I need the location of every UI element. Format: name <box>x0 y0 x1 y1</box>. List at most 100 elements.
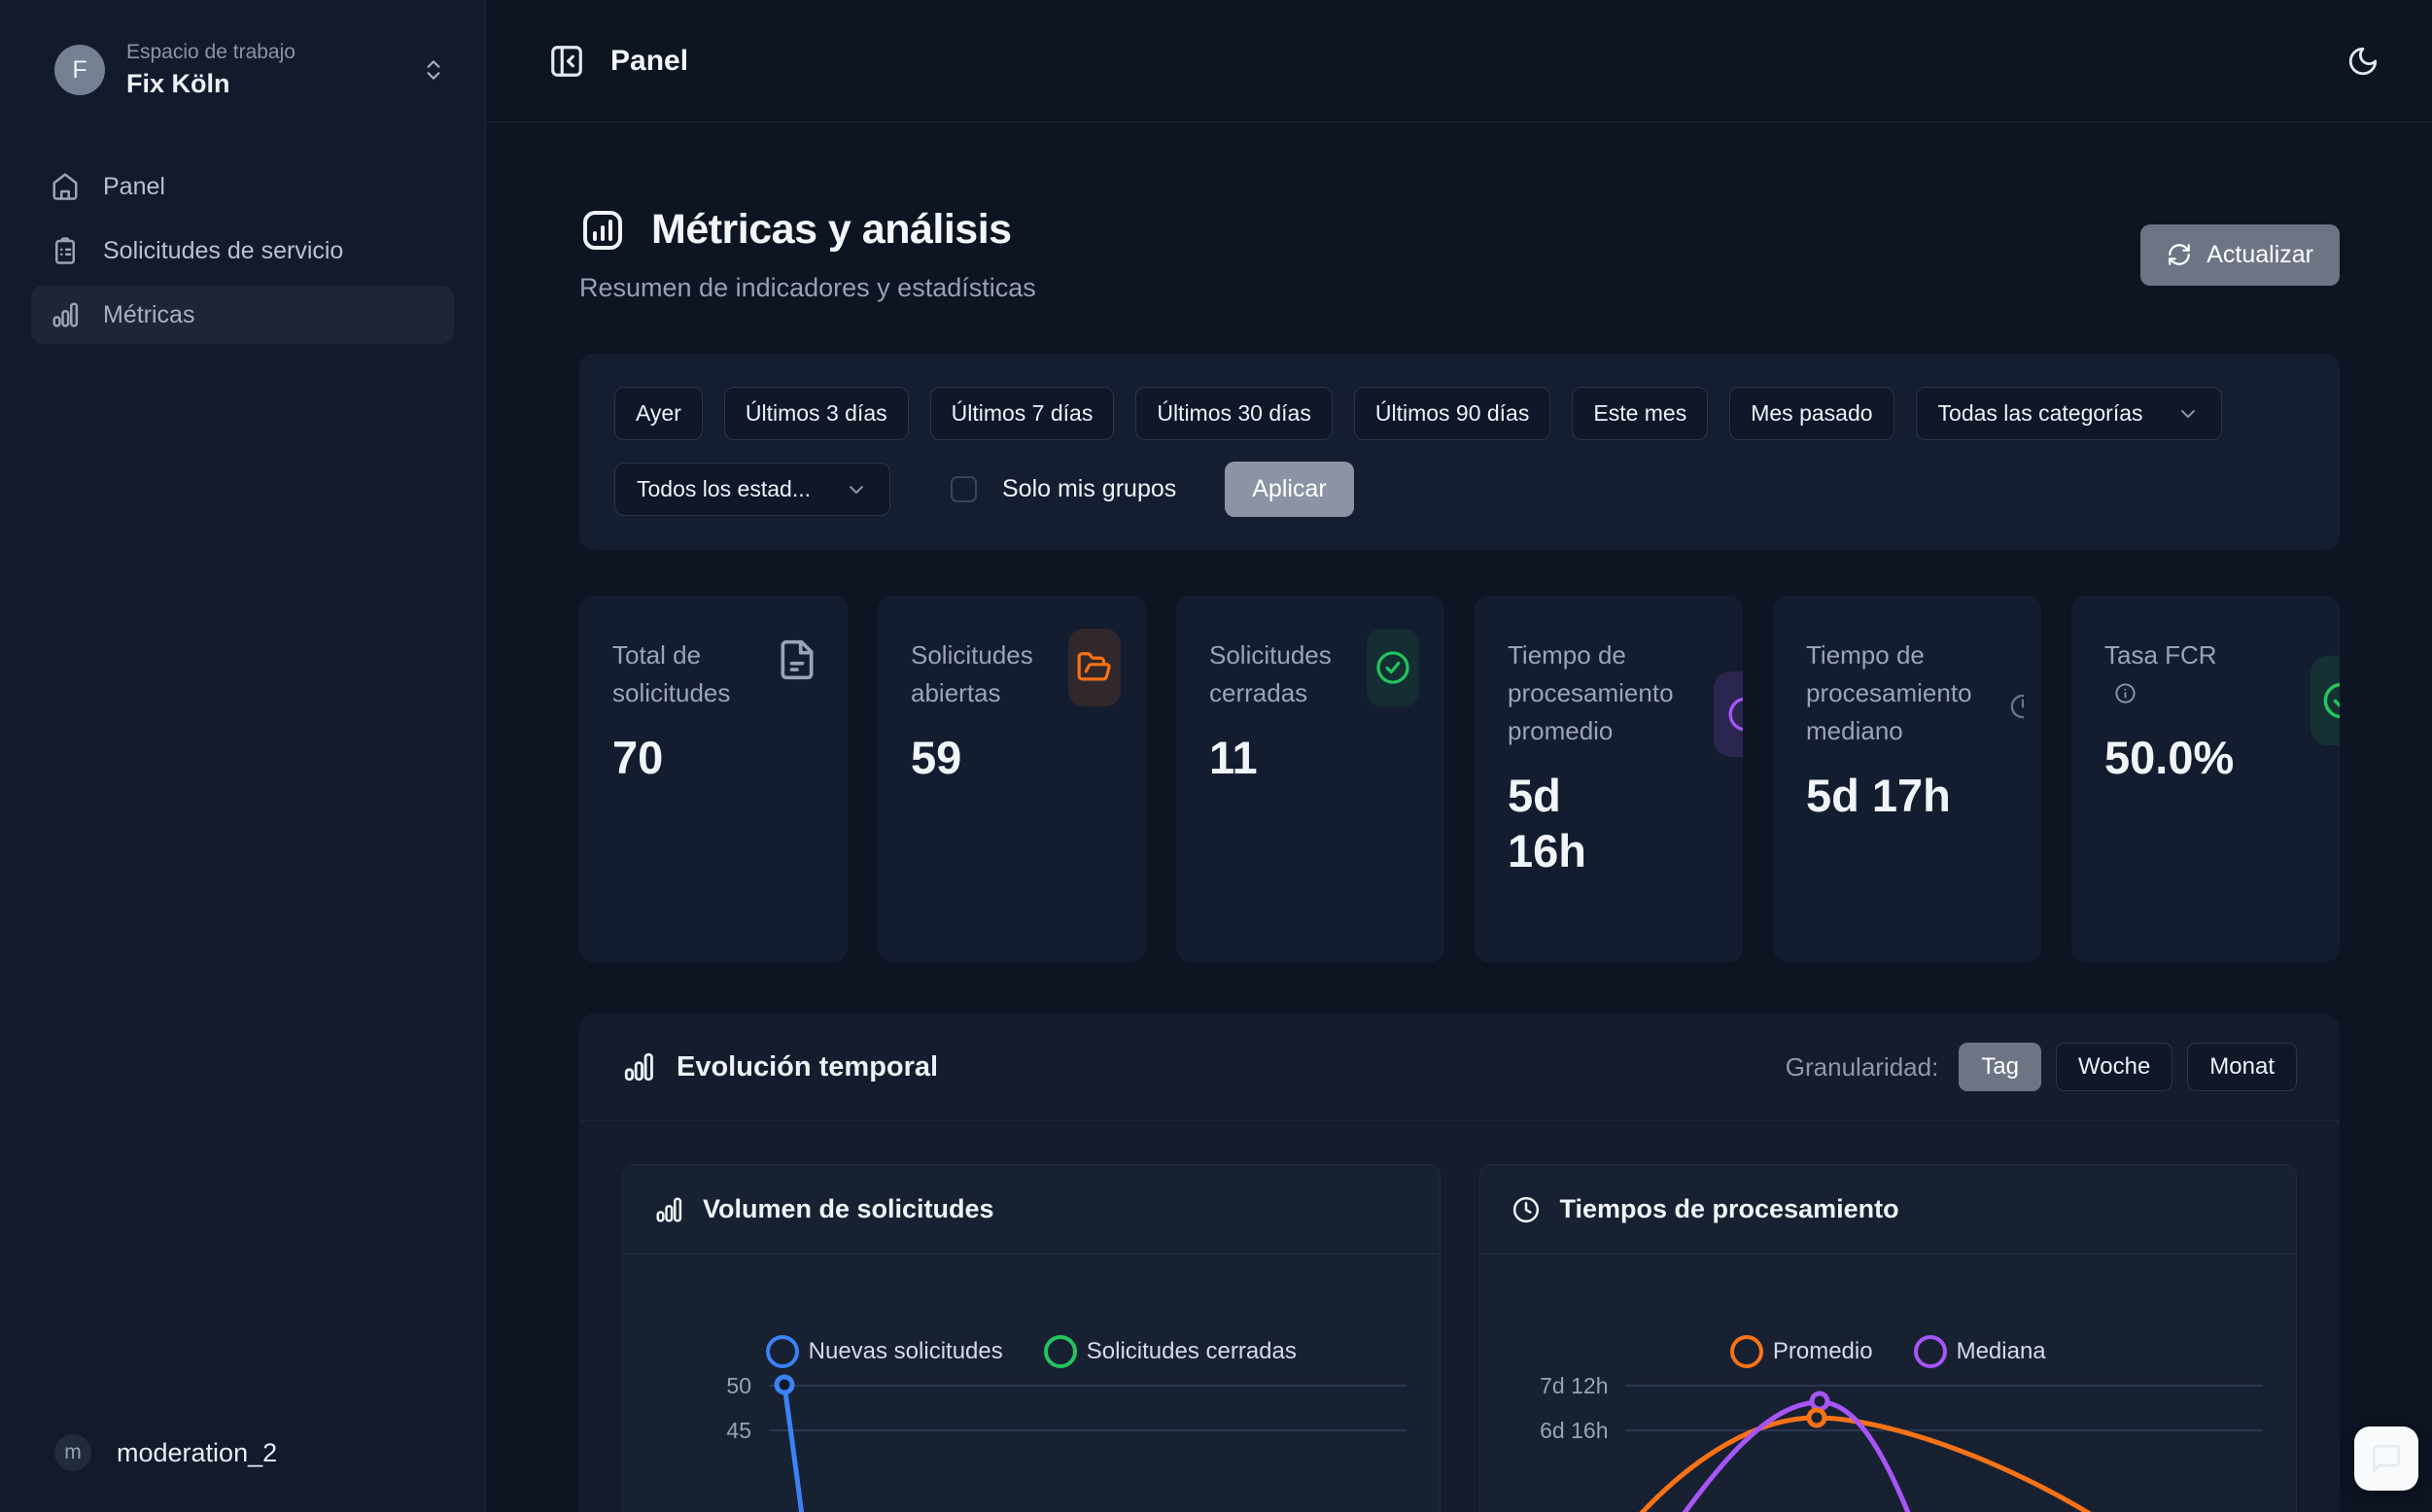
chart-title: Tiempos de procesamiento <box>1559 1194 1899 1223</box>
metric-label: Tiempo de procesamiento mediano <box>1806 640 1972 745</box>
check-circle-icon <box>2310 656 2340 745</box>
workspace-info: Espacio de trabajo Fix Köln <box>126 41 295 99</box>
metric-label: Tasa FCR <box>2104 636 2307 712</box>
filter-chip-7-dias[interactable]: Últimos 7 días <box>929 387 1115 440</box>
home-icon <box>51 172 80 201</box>
sidebar-nav: Panel Solicitudes de servicio Métricas <box>0 132 485 344</box>
metric-card-tasa-fcr: Tasa FCR 50.0% <box>2071 596 2340 962</box>
legend-label: Promedio <box>1772 1338 1873 1364</box>
metrics-panel-icon <box>579 207 626 254</box>
y-tick-label: 50 <box>726 1372 751 1398</box>
bar-chart-icon <box>654 1195 683 1224</box>
granularity-woche-button[interactable]: Woche <box>2056 1043 2173 1091</box>
legend-item-mediana[interactable]: Mediana <box>1913 1335 2046 1368</box>
panel-collapse-icon[interactable] <box>548 43 585 80</box>
gridline <box>769 1429 1407 1431</box>
metric-card-tiempo-mediano: Tiempo de procesamiento mediano 5d 17h <box>1773 596 2041 962</box>
legend-label: Nuevas solicitudes <box>808 1338 1003 1364</box>
sidebar-item-label: Métricas <box>103 300 195 328</box>
info-icon[interactable] <box>2114 682 2137 704</box>
y-tick-label: 6d 16h <box>1540 1417 1609 1443</box>
category-select[interactable]: Todas las categorías <box>1915 387 2222 440</box>
chart-legend: Nuevas solicitudes Solicitudes cerradas <box>623 1254 1440 1369</box>
metric-card-tiempo-promedio: Tiempo de procesamiento promedio 5d 16h <box>1475 596 1743 962</box>
chart-header: Tiempos de procesamiento <box>1480 1165 2297 1254</box>
filter-chip-3-dias[interactable]: Últimos 3 días <box>723 387 909 440</box>
metric-label: Total de solicitudes <box>612 640 731 707</box>
page-head-left: Métricas y análisis Resumen de indicador… <box>579 206 1036 303</box>
filter-chip-ayer[interactable]: Ayer <box>614 387 703 440</box>
charts-row: Volumen de solicitudes Nuevas solicitude… <box>579 1121 2340 1512</box>
only-my-groups-checkbox[interactable] <box>951 476 977 502</box>
refresh-icon <box>2167 242 2192 267</box>
page-head: Métricas y análisis Resumen de indicador… <box>579 206 2340 303</box>
granularity-tag-button[interactable]: Tag <box>1959 1043 2042 1091</box>
category-select-value: Todas las categorías <box>1937 400 2143 426</box>
granularity-monat-button[interactable]: Monat <box>2187 1043 2297 1091</box>
dark-mode-toggle[interactable] <box>2341 39 2385 84</box>
filter-chip-30-dias[interactable]: Últimos 30 días <box>1135 387 1333 440</box>
workspace-avatar: F <box>54 45 105 95</box>
legend-marker <box>1043 1335 1077 1368</box>
chart-area: Nuevas solicitudes Solicitudes cerradas … <box>623 1254 1440 1512</box>
filter-chip-mes-pasado[interactable]: Mes pasado <box>1729 387 1894 440</box>
metric-card-total: Total de solicitudes 70 <box>579 596 848 962</box>
topbar: Panel <box>486 0 2432 122</box>
check-circle-icon <box>1367 629 1419 706</box>
refresh-button[interactable]: Actualizar <box>2140 223 2340 286</box>
user-avatar: m <box>54 1434 91 1471</box>
metric-label: Solicitudes cerradas <box>1209 640 1332 707</box>
metric-label: Solicitudes abiertas <box>911 640 1033 707</box>
sidebar: F Espacio de trabajo Fix Köln Panel Soli… <box>0 0 486 1512</box>
granularity-label: Granularidad: <box>1785 1051 1939 1082</box>
apply-button[interactable]: Aplicar <box>1225 462 1354 517</box>
metric-value: 59 <box>911 732 962 783</box>
chart-grid: 50 45 <box>623 1363 1440 1453</box>
sidebar-item-solicitudes[interactable]: Solicitudes de servicio <box>31 222 454 280</box>
chat-icon <box>2370 1442 2403 1475</box>
sidebar-item-metricas[interactable]: Métricas <box>31 286 454 344</box>
clock-icon <box>1511 1195 1541 1224</box>
legend-marker <box>765 1335 799 1368</box>
legend-item-cerradas[interactable]: Solicitudes cerradas <box>1043 1335 1297 1368</box>
filter-chip-90-dias[interactable]: Últimos 90 días <box>1353 387 1551 440</box>
divider <box>579 1120 2340 1121</box>
sidebar-user[interactable]: m moderation_2 <box>0 1434 485 1512</box>
workspace-switcher[interactable]: F Espacio de trabajo Fix Köln <box>0 0 485 132</box>
status-select[interactable]: Todos los estad... <box>614 463 890 516</box>
page-title: Métricas y análisis <box>651 206 1012 253</box>
bar-chart-icon <box>622 1050 655 1083</box>
metric-card-cerradas: Solicitudes cerradas 11 <box>1176 596 1444 962</box>
clock-icon <box>1714 671 1743 757</box>
legend-item-promedio[interactable]: Promedio <box>1729 1335 1873 1368</box>
gridline <box>1625 1429 2263 1431</box>
metric-cards-row: Total de solicitudes 70 Solicitudes abie… <box>579 596 2340 962</box>
chart-title: Volumen de solicitudes <box>703 1194 994 1223</box>
chart-card-volumen: Volumen de solicitudes Nuevas solicitude… <box>622 1164 1441 1512</box>
metric-label-text: Tasa FCR <box>2104 640 2217 670</box>
y-tick-label: 7d 12h <box>1540 1372 1609 1398</box>
filter-chip-este-mes[interactable]: Este mes <box>1572 387 1709 440</box>
page-subtitle: Resumen de indicadores y estadísticas <box>579 273 1036 302</box>
legend-item-nuevas[interactable]: Nuevas solicitudes <box>765 1335 1003 1368</box>
bar-chart-icon <box>51 300 80 329</box>
chevron-down-icon <box>2176 402 2200 426</box>
metric-value: 5d 16h <box>1508 770 1586 877</box>
evolution-section: Evolución temporal Granularidad: Tag Woc… <box>579 1014 2340 1512</box>
chevrons-up-down-icon <box>421 57 446 83</box>
folder-open-icon <box>1068 629 1121 706</box>
grid-row: 6d 16h <box>1480 1408 2297 1453</box>
sidebar-item-panel[interactable]: Panel <box>31 157 454 216</box>
only-my-groups-label: Solo mis grupos <box>1002 475 1177 502</box>
workspace-label: Espacio de trabajo <box>126 41 295 63</box>
status-select-value: Todos los estad... <box>637 476 811 501</box>
grid-row: 7d 12h <box>1480 1363 2297 1408</box>
evolution-title-wrap: Evolución temporal <box>622 1050 938 1083</box>
metric-label: Tiempo de procesamiento promedio <box>1508 640 1674 745</box>
filter-row-status: Todos los estad... Solo mis grupos Aplic… <box>614 462 2305 517</box>
granularity-group: Granularidad: Tag Woche Monat <box>1786 1043 2297 1091</box>
clipboard-icon <box>51 236 80 265</box>
topbar-title: Panel <box>610 44 689 77</box>
legend-marker <box>1729 1335 1763 1368</box>
chat-widget-button[interactable] <box>2354 1426 2418 1491</box>
